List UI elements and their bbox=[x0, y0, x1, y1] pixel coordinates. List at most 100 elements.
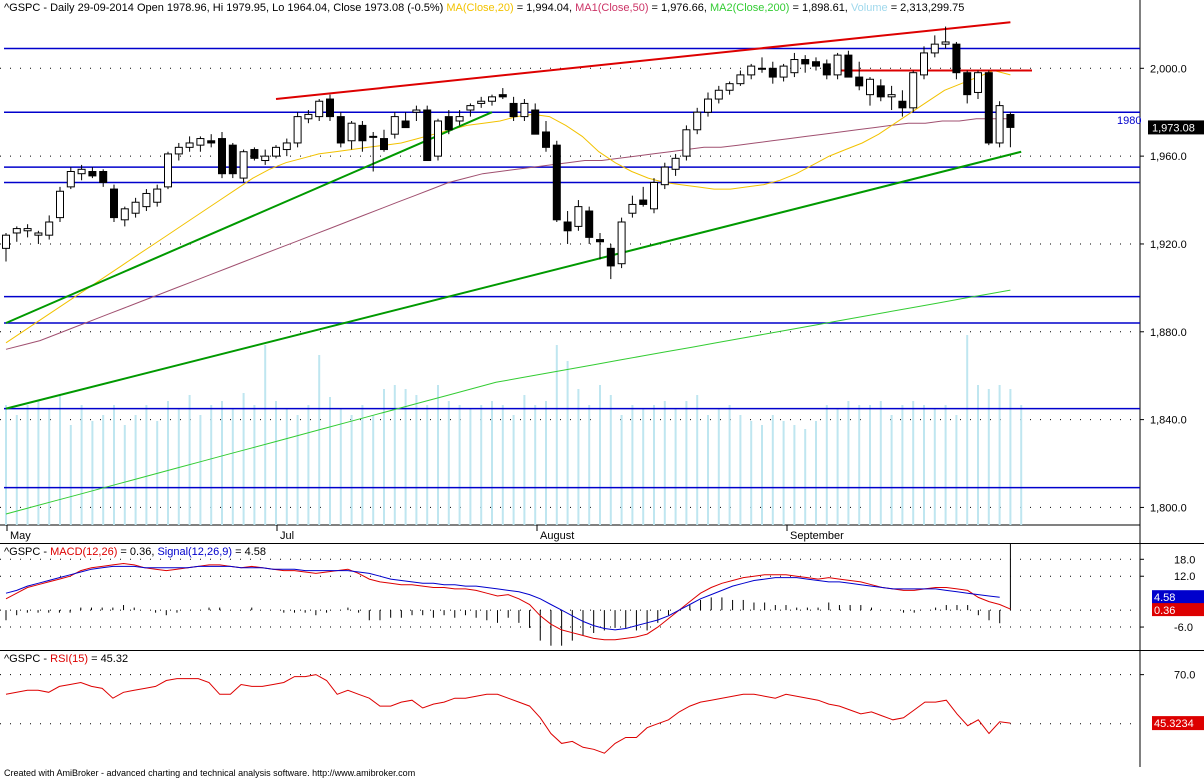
volume-bar bbox=[588, 405, 591, 525]
rsi-value-box bbox=[1152, 716, 1204, 731]
volume-bar bbox=[631, 405, 634, 525]
volume-label: Volume bbox=[850, 2, 888, 14]
x-tick-label: Jul bbox=[280, 530, 294, 542]
volume-bar bbox=[609, 395, 612, 525]
y-tick-label: 18.0 bbox=[1174, 554, 1195, 566]
rsi-value-label: 45.3234 bbox=[1154, 718, 1194, 730]
candle-up bbox=[909, 72, 918, 109]
candle-up bbox=[282, 142, 291, 151]
candle-down bbox=[812, 61, 820, 67]
macd-value-label: 0.36 bbox=[1154, 605, 1175, 617]
candle-up bbox=[272, 146, 280, 157]
candle-up bbox=[671, 157, 680, 170]
volume-bar bbox=[296, 415, 299, 525]
signal-label: Signal(12,26,9) bbox=[157, 546, 233, 558]
candle-down bbox=[228, 144, 237, 175]
volume-bar bbox=[134, 415, 137, 525]
candle-up bbox=[153, 188, 162, 203]
candle-up bbox=[466, 105, 475, 111]
candle-up bbox=[477, 100, 486, 104]
candle-up bbox=[650, 181, 658, 210]
ma200-value: = 1,898.61, bbox=[789, 2, 848, 14]
volume-bar bbox=[318, 355, 321, 525]
candle-up bbox=[725, 83, 734, 91]
volume-bar bbox=[923, 405, 925, 525]
volume-bar bbox=[501, 405, 504, 525]
volume-bar bbox=[469, 409, 472, 525]
x-tick-label: August bbox=[540, 530, 574, 542]
volume-bar bbox=[912, 401, 915, 525]
candle-down bbox=[326, 98, 334, 118]
volume-bar bbox=[221, 401, 223, 525]
candle-up bbox=[866, 78, 874, 96]
candle-up bbox=[660, 166, 669, 186]
volume-bar bbox=[858, 405, 861, 525]
volume-bar bbox=[750, 421, 753, 525]
candle-up bbox=[412, 109, 421, 113]
volume-bar bbox=[447, 401, 450, 525]
candle-up bbox=[120, 208, 129, 221]
candle-down bbox=[380, 138, 388, 151]
candle-down bbox=[952, 43, 961, 74]
candle-up bbox=[164, 153, 172, 188]
candle-up bbox=[369, 135, 378, 138]
candle-up bbox=[12, 228, 21, 234]
rsi-chart: 70.0 45.3234 bbox=[0, 651, 1204, 767]
candle-down bbox=[88, 171, 97, 177]
y-tick-label: 1,800.0 bbox=[1150, 502, 1187, 514]
volume-bar bbox=[404, 389, 407, 525]
footer-credit: Created with AmiBroker - advanced charti… bbox=[4, 768, 416, 778]
volume-bar bbox=[437, 385, 439, 525]
volume-bar bbox=[674, 409, 677, 525]
trendline-support bbox=[5, 150, 1022, 410]
volume-bar bbox=[177, 409, 180, 525]
volume-bar bbox=[26, 405, 29, 525]
volume-bar bbox=[48, 409, 51, 525]
rsi-header: ^GSPC - RSI(15) = 45.32 bbox=[4, 653, 128, 665]
volume-bar bbox=[685, 401, 688, 525]
volume-bar bbox=[80, 405, 83, 525]
candle-up bbox=[833, 54, 842, 76]
volume-bar bbox=[210, 405, 213, 525]
volume-bar bbox=[307, 405, 310, 525]
candle-down bbox=[218, 138, 226, 175]
volume-bar bbox=[285, 409, 288, 525]
volume-bar bbox=[339, 409, 342, 525]
candle-up bbox=[574, 206, 583, 227]
candle-up bbox=[455, 116, 464, 122]
volume-bar bbox=[253, 405, 256, 525]
candle-up bbox=[790, 59, 799, 74]
volume-bar bbox=[933, 409, 936, 525]
volume-bar bbox=[847, 401, 850, 525]
ma20-label: MA(Close,20) bbox=[446, 2, 514, 14]
y-tick-label: 12.0 bbox=[1174, 571, 1195, 583]
macd-value: = 0.36, bbox=[117, 546, 158, 558]
candle-up bbox=[488, 96, 496, 102]
candle-down bbox=[531, 109, 540, 135]
candle-up bbox=[142, 192, 151, 208]
volume-bar bbox=[37, 401, 40, 525]
candle-up bbox=[747, 65, 756, 76]
volume-bar bbox=[728, 405, 731, 525]
candle-down bbox=[336, 116, 345, 144]
candle-up bbox=[704, 98, 712, 113]
candle-up bbox=[45, 221, 54, 236]
candle-up bbox=[293, 116, 302, 144]
volume-bar bbox=[977, 385, 979, 525]
volume-bar bbox=[113, 405, 115, 525]
volume-bar bbox=[998, 385, 1001, 525]
candle-down bbox=[855, 76, 864, 87]
candle-down bbox=[768, 67, 777, 78]
macd-panel: 18.0 12.0 -6.0 4.58 0.36 ^GSPC - MACD(12,26)… bbox=[0, 544, 1204, 650]
candle-up bbox=[887, 94, 896, 98]
candle-down bbox=[639, 199, 648, 205]
trendline-support bbox=[5, 111, 493, 324]
volume-bar bbox=[372, 415, 375, 525]
price-chart: 2,000.0 1,960.0 1,920.0 1,880.0 1,840.0 1,800… bbox=[0, 0, 1204, 543]
ma200-label: MA2(Close,200) bbox=[709, 2, 790, 14]
volume-bar bbox=[696, 395, 699, 525]
candle-up bbox=[2, 234, 10, 249]
candle-down bbox=[498, 94, 507, 98]
volume-bar bbox=[415, 395, 418, 525]
x-tick-label: May bbox=[10, 530, 31, 542]
